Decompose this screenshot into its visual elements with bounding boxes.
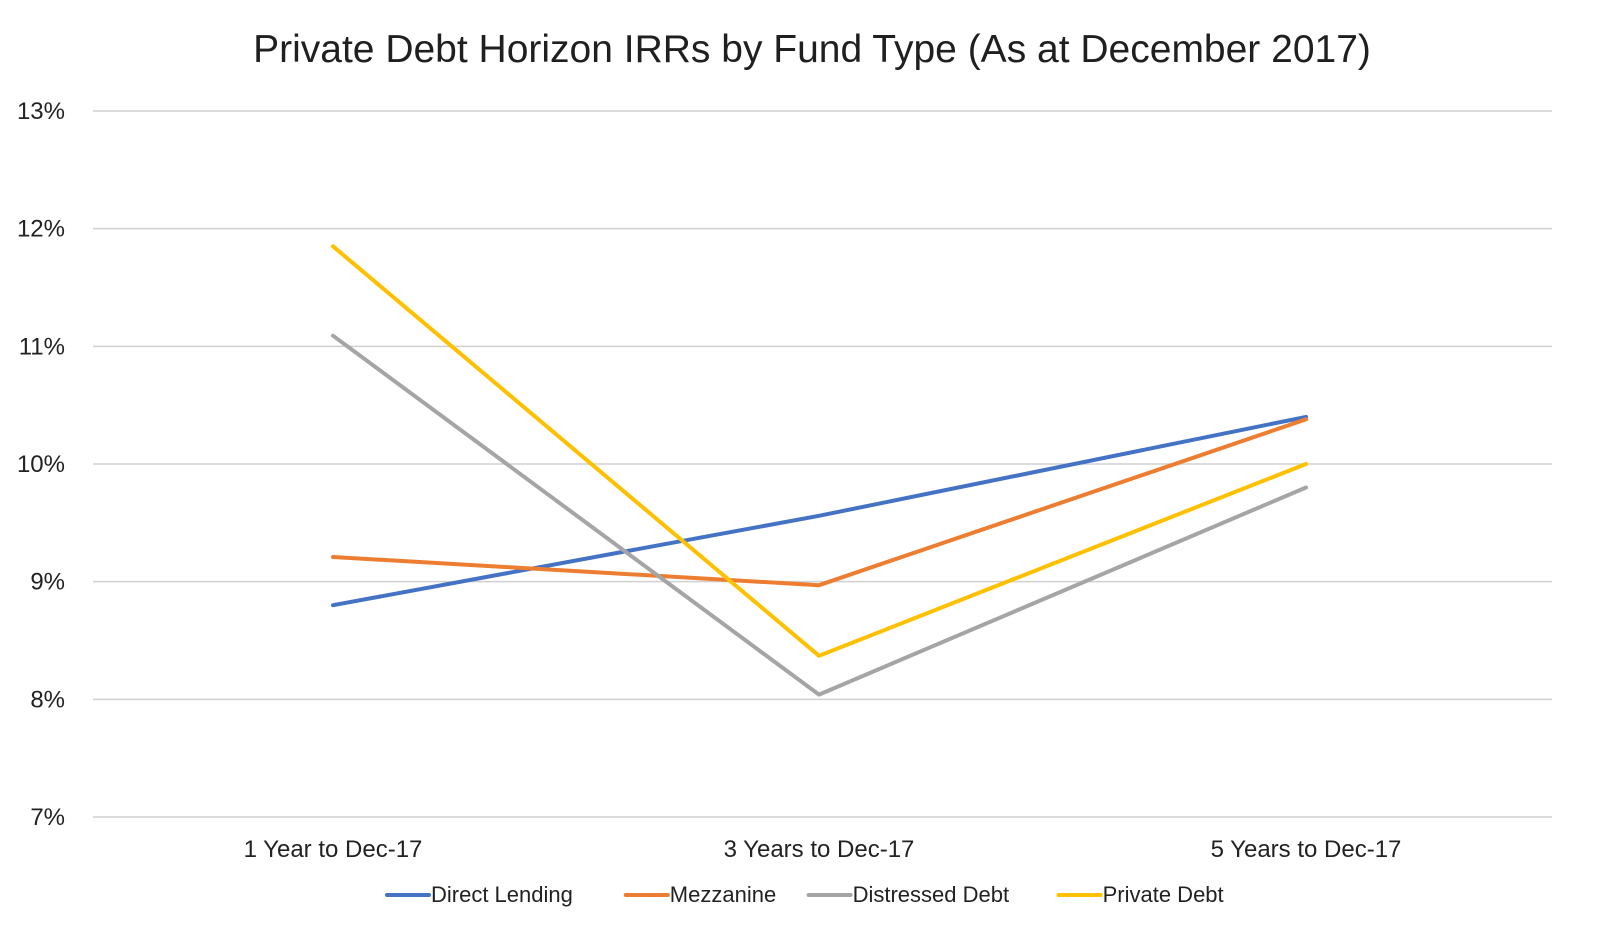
gridlines	[93, 110, 1552, 818]
x-tick-label: 1 Year to Dec-17	[244, 836, 423, 863]
series-line-private-debt	[331, 244, 1308, 658]
chart-title: Private Debt Horizon IRRs by Fund Type (…	[253, 28, 1371, 71]
series-line-distressed-debt	[331, 333, 1308, 697]
series-line-mezzanine	[331, 417, 1308, 588]
x-tick-label: 5 Years to Dec-17	[1211, 836, 1402, 863]
legend-label: Private Debt	[1103, 882, 1224, 907]
legend-label: Mezzanine	[670, 882, 776, 907]
x-tick-label: 3 Years to Dec-17	[724, 836, 915, 863]
y-tick-label: 13%	[17, 98, 65, 125]
series-line-direct-lending	[331, 414, 1308, 608]
x-axis-ticks: 1 Year to Dec-17 3 Years to Dec-17 5 Years…	[244, 836, 1402, 863]
y-axis-ticks: 7% 8% 9% 10% 11% 12% 13%	[17, 98, 65, 831]
y-tick-label: 8%	[30, 686, 65, 713]
legend-item: Distressed Debt	[806, 882, 1010, 907]
legend: Direct Lending Mezzanine Distressed Debt Pr…	[385, 882, 1224, 907]
legend-label: Distressed Debt	[853, 882, 1010, 907]
y-tick-label: 7%	[30, 804, 65, 831]
legend-item: Mezzanine	[623, 882, 776, 907]
legend-label: Direct Lending	[431, 882, 573, 907]
y-tick-label: 11%	[19, 333, 65, 360]
y-tick-label: 12%	[17, 216, 65, 243]
legend-item: Direct Lending	[385, 882, 573, 907]
y-tick-label: 10%	[17, 451, 65, 478]
y-tick-label: 9%	[30, 569, 65, 596]
legend-item: Private Debt	[1056, 882, 1224, 907]
series-lines	[331, 244, 1308, 697]
